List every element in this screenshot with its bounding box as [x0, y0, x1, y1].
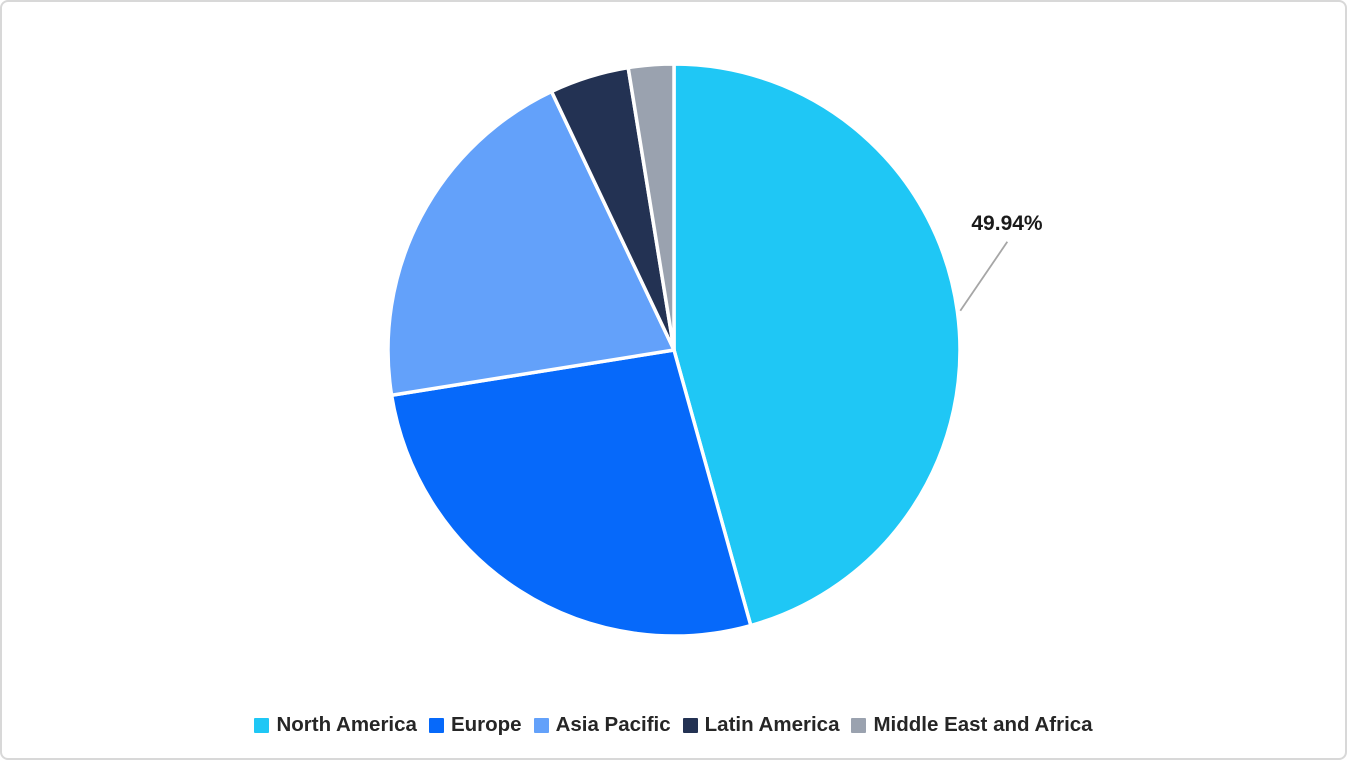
legend-marker-icon [428, 717, 444, 733]
legend-label: Latin America [704, 712, 840, 736]
legend-item-latin-america: Latin America [682, 712, 840, 736]
legend-label: Middle East and Africa [873, 712, 1093, 736]
legend-label: Europe [450, 712, 522, 736]
legend-item-north-america: North America [254, 712, 417, 736]
pie-slices [386, 62, 962, 638]
pie-slice-asia-pacific [386, 89, 676, 397]
pie-slice-middle-east-and-africa [626, 62, 676, 352]
legend-marker-icon [851, 717, 867, 733]
legend-label: North America [276, 712, 417, 736]
pie-slice-north-america [672, 62, 962, 628]
pie-slice-europe [389, 348, 753, 638]
legend: North America Europe Asia Pacific Latin Ame… [2, 705, 1345, 745]
label-leader-line [959, 241, 1009, 312]
data-label: 49.94% [971, 212, 1043, 235]
legend-marker-icon [254, 717, 270, 733]
legend-marker-icon [682, 717, 698, 733]
legend-item-middle-east-and-africa: Middle East and Africa [851, 712, 1093, 736]
legend-marker-icon [533, 717, 549, 733]
legend-item-asia-pacific: Asia Pacific [533, 712, 671, 736]
legend-item-europe: Europe [428, 712, 522, 736]
legend-label: Asia Pacific [555, 712, 671, 736]
